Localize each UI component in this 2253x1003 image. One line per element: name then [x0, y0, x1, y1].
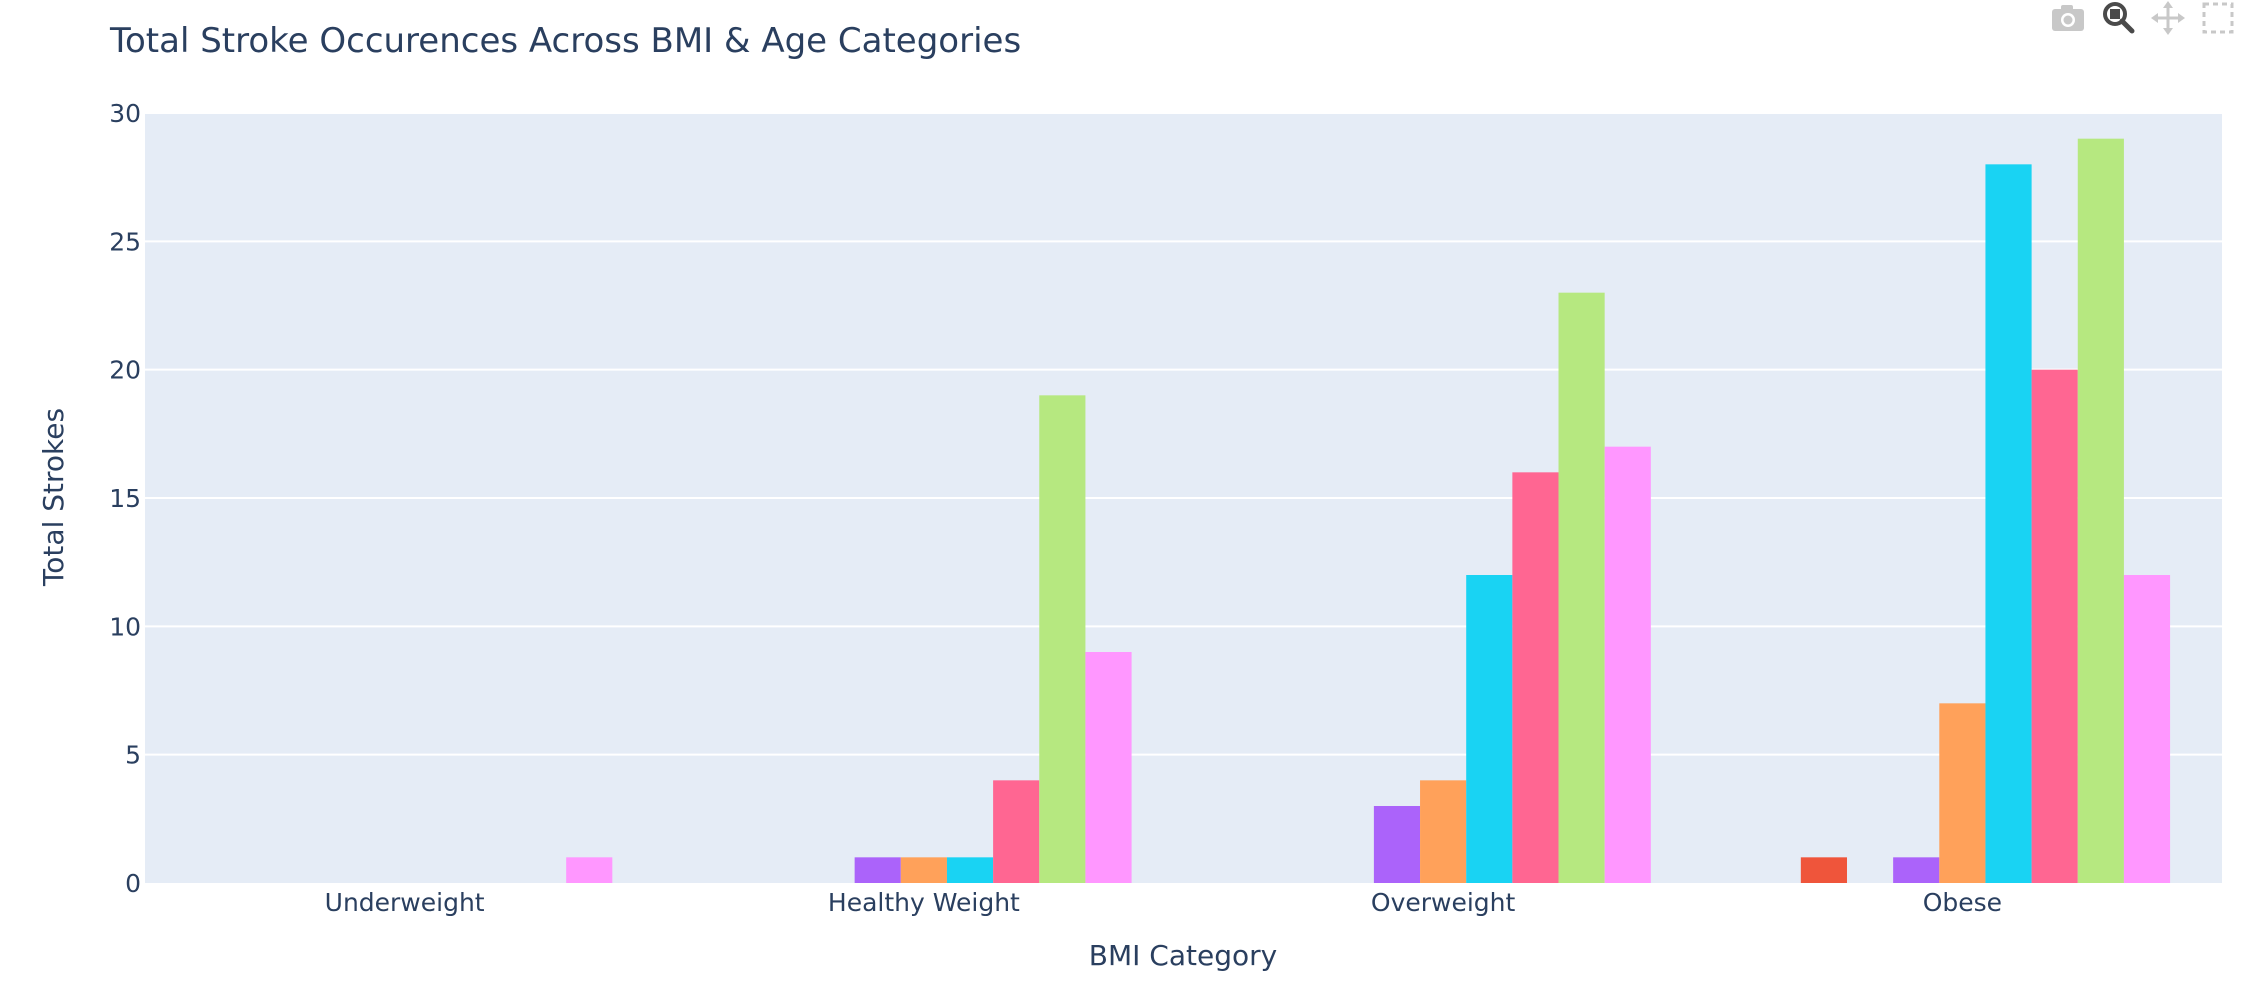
bar[interactable] [1085, 652, 1132, 883]
chart-title: Total Stroke Occurences Across BMI & Age… [109, 21, 1021, 61]
x-tick-label: Underweight [325, 888, 485, 917]
bar[interactable] [1604, 446, 1651, 883]
x-tick-label: Obese [1923, 888, 2002, 917]
zoom-icon[interactable] [2100, 0, 2136, 36]
bar[interactable] [993, 780, 1040, 883]
bar[interactable] [1893, 857, 1940, 883]
bar[interactable] [1373, 806, 1421, 883]
y-axis-title: Total Strokes [37, 408, 70, 587]
bar[interactable] [566, 857, 613, 883]
bar[interactable] [2031, 369, 2078, 883]
bar[interactable] [2123, 575, 2171, 883]
camera-icon[interactable] [2050, 0, 2086, 36]
bar[interactable] [2077, 138, 2124, 884]
bar[interactable] [900, 857, 947, 883]
bar[interactable] [854, 857, 901, 883]
x-tick-label: Overweight [1371, 888, 1516, 917]
bar[interactable] [1939, 703, 1986, 883]
y-tick-label: 10 [109, 612, 141, 641]
x-axis-title: BMI Category [1089, 939, 1277, 972]
bar[interactable] [1039, 395, 1086, 883]
pan-icon[interactable] [2150, 0, 2186, 36]
y-tick-label: 5 [125, 741, 141, 770]
y-tick-label: 0 [125, 869, 141, 898]
x-tick-label: Healthy Weight [828, 888, 1020, 917]
box-select-icon[interactable] [2200, 0, 2236, 36]
modebar [2050, 0, 2236, 36]
gridlines [145, 112, 2222, 756]
bar[interactable] [1466, 575, 1513, 883]
y-tick-label: 20 [109, 356, 141, 385]
x-axis-ticks: Underweight Healthy Weight Overweight Obese [325, 888, 2002, 917]
bar[interactable] [1800, 857, 1847, 883]
bars[interactable] [566, 138, 2171, 884]
y-tick-label: 30 [109, 99, 141, 128]
y-tick-label: 25 [109, 227, 141, 256]
bar[interactable] [946, 857, 994, 883]
bar[interactable] [1512, 472, 1559, 883]
bar[interactable] [1985, 164, 2032, 883]
bar[interactable] [1420, 780, 1467, 883]
bar[interactable] [1558, 292, 1605, 883]
y-axis-ticks: 0 5 10 15 20 25 30 [109, 99, 141, 898]
y-tick-label: 15 [109, 484, 141, 513]
